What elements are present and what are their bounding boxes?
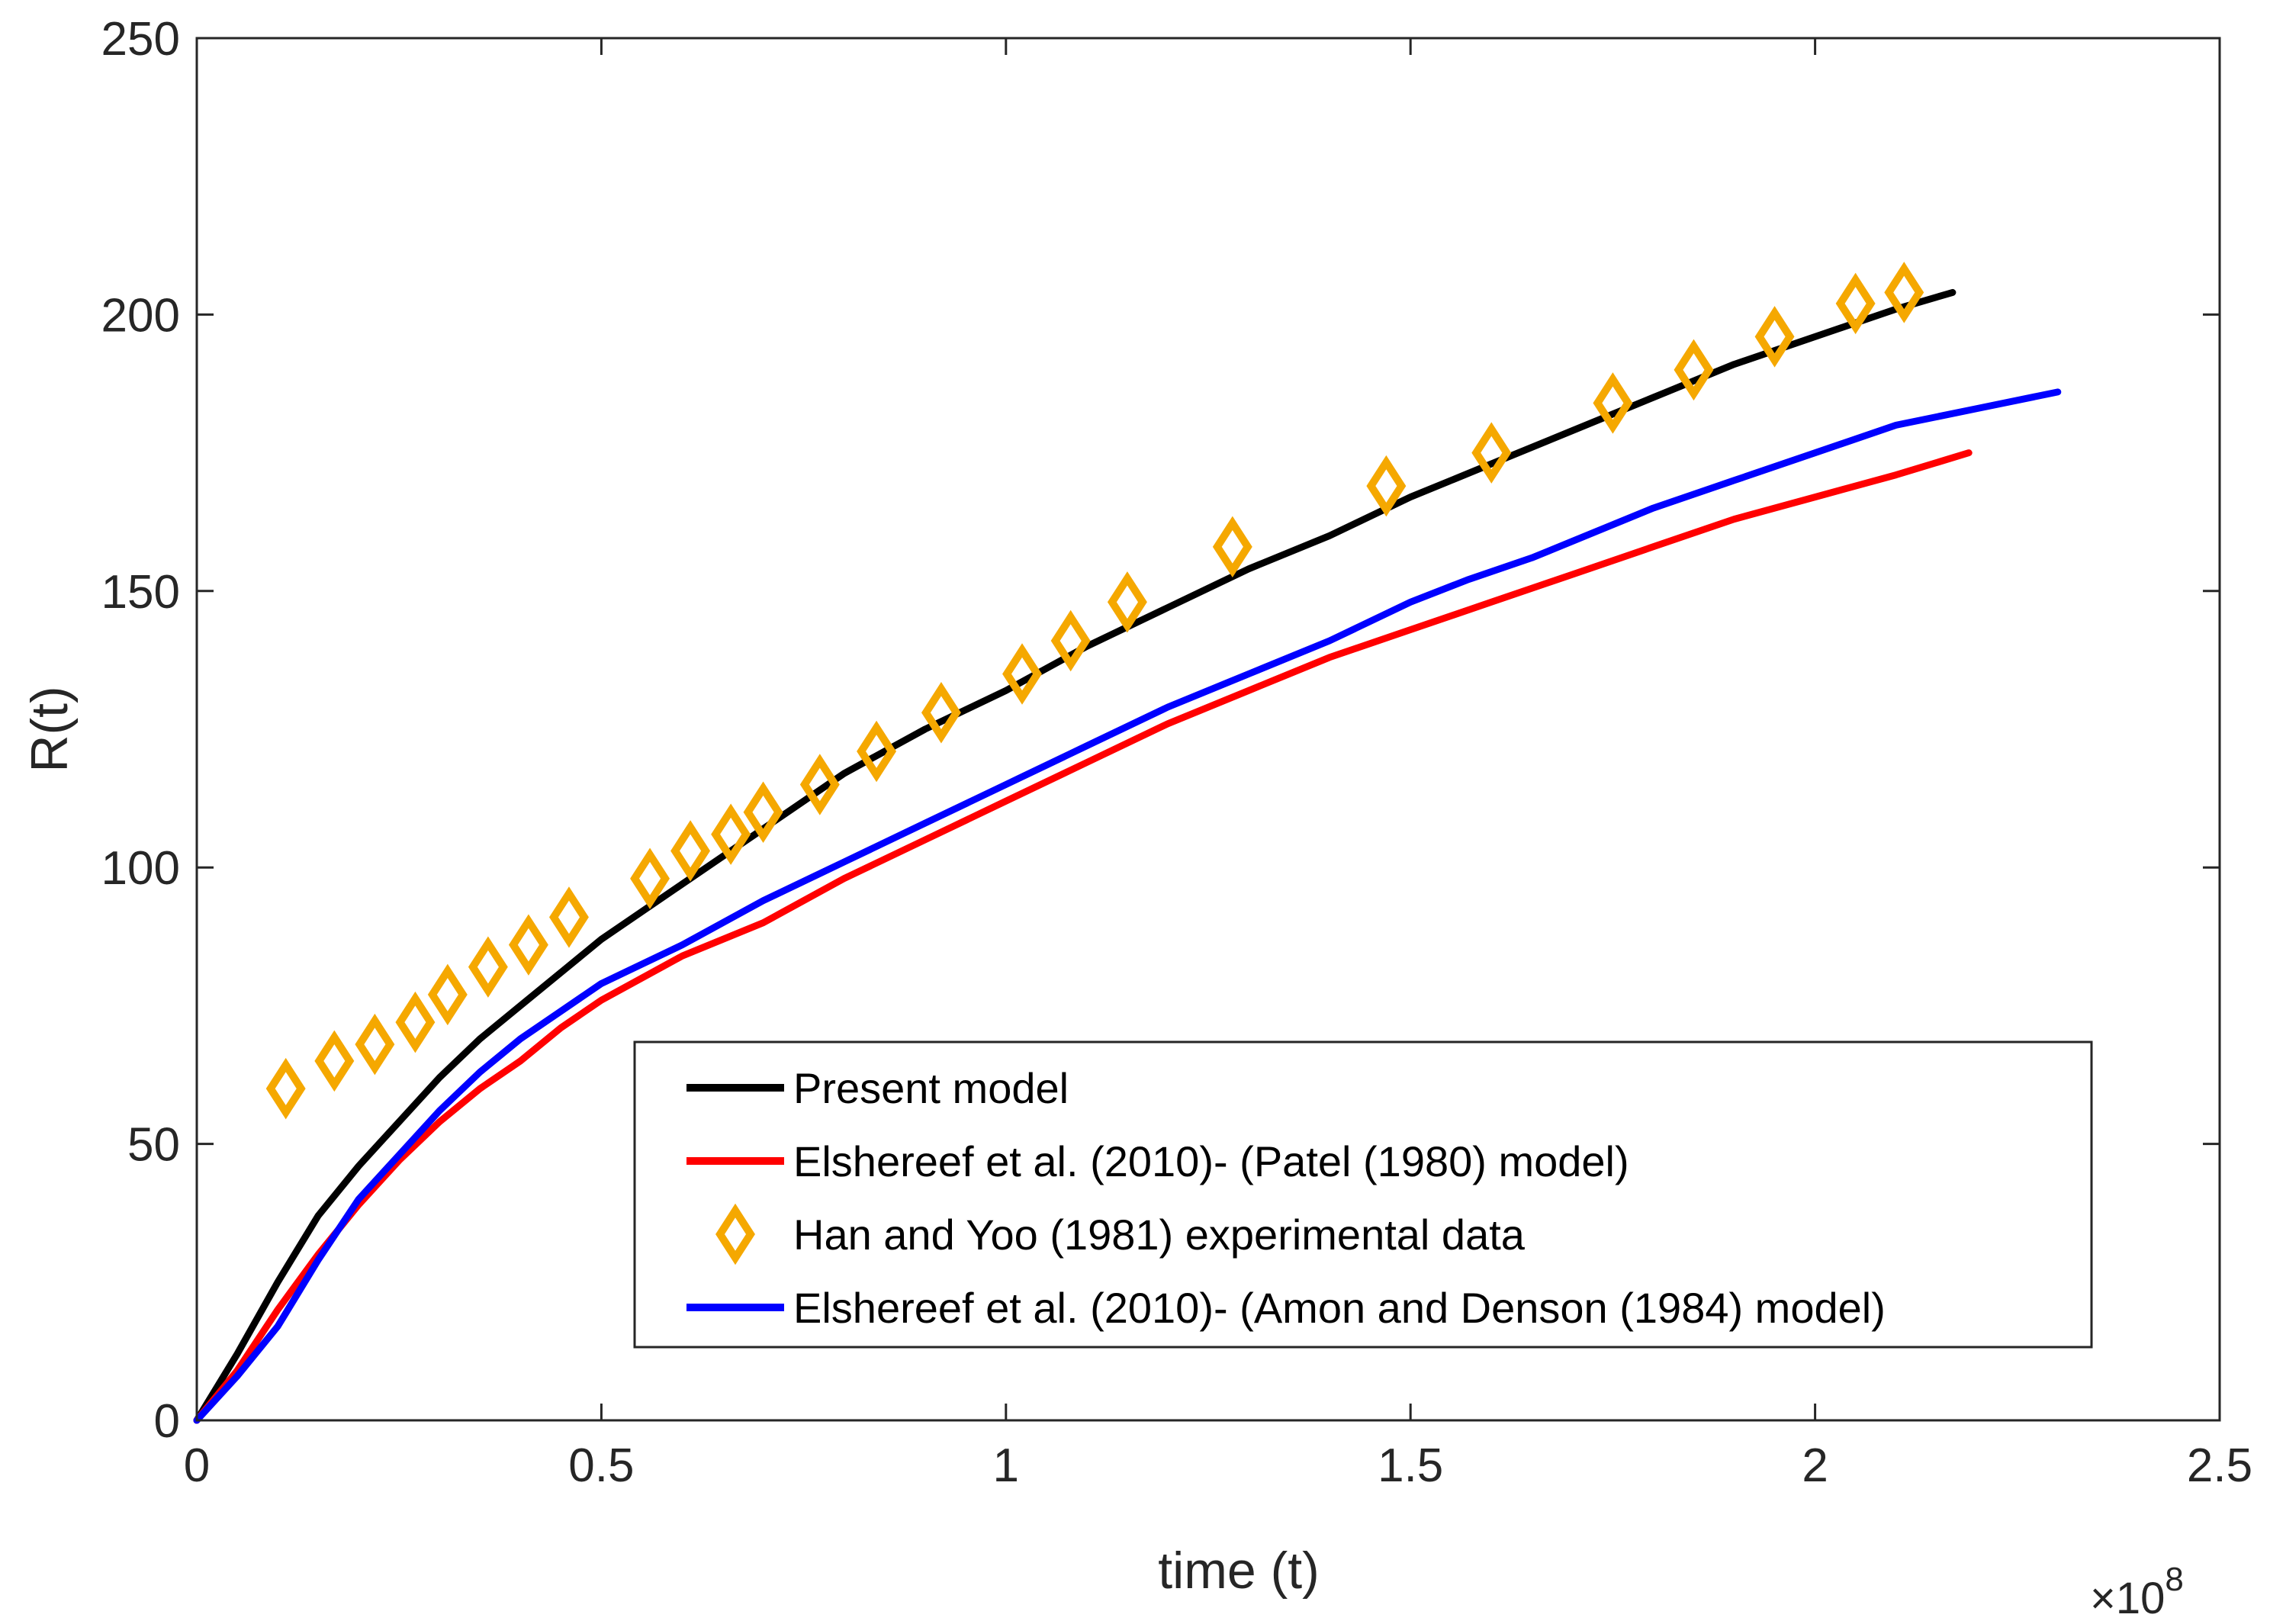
series-line — [193, 449, 1973, 1424]
x-tick-label: 2 — [1802, 1439, 1828, 1492]
legend-label: Han and Yoo (1981) experimental data — [793, 1211, 1526, 1259]
series-line — [193, 288, 1957, 1424]
series-0 — [193, 288, 1957, 1424]
series-line — [193, 388, 2062, 1424]
legend-swatch — [715, 1203, 755, 1265]
data-point — [1674, 339, 1714, 401]
x-tick-label: 1.5 — [1378, 1439, 1443, 1492]
data-point — [799, 754, 840, 815]
y-tick-label: 250 — [101, 13, 180, 66]
data-point — [1366, 455, 1407, 517]
legend-item-3: Elshereef et al. (2010)- (Amon and Denso… — [686, 1284, 1886, 1332]
data-point — [355, 1013, 395, 1076]
data-point — [549, 886, 589, 948]
data-point — [427, 963, 468, 1026]
legend: Present model Elshereef et al. (2010)- (P… — [633, 1040, 2093, 1349]
data-point — [395, 991, 436, 1053]
data-point — [857, 720, 897, 783]
legend-item-0: Present model — [686, 1064, 1069, 1112]
legend-label: Elshereef et al. (2010)- (Patel (1980) m… — [793, 1137, 1629, 1185]
data-point — [1471, 422, 1512, 484]
y-tick-label: 150 — [101, 566, 180, 619]
data-point — [508, 914, 548, 976]
y-axis-label: R(t) — [21, 686, 79, 772]
data-point — [1107, 571, 1147, 633]
data-point — [1593, 372, 1633, 434]
data-point — [1050, 609, 1091, 672]
axes-layer: 0 0.5 1 1.5 2 2.5 0 50 100 150 200 250 — [101, 13, 2253, 1492]
x-tick-label: 0.5 — [568, 1439, 634, 1492]
x-axis-exponent-base: ×10 — [2090, 1574, 2165, 1623]
legend-label: Elshereef et al. (2010)- (Amon and Denso… — [793, 1284, 1886, 1332]
x-tick-label: 0 — [184, 1439, 210, 1492]
series-2 — [265, 262, 1924, 1120]
data-point — [630, 847, 670, 909]
data-point — [1754, 306, 1795, 368]
x-axis-label: time (t) — [1158, 1542, 1320, 1600]
series-layer — [193, 262, 2062, 1424]
data-point — [1002, 643, 1042, 705]
y-tick-label: 100 — [101, 842, 180, 895]
data-point — [743, 781, 783, 843]
y-tick-label: 50 — [127, 1119, 180, 1172]
series-1 — [193, 449, 1973, 1424]
x-axis-exponent: ×108 — [2090, 1561, 2184, 1623]
data-point — [1835, 272, 1876, 335]
data-point — [314, 1030, 355, 1092]
data-point — [265, 1057, 306, 1120]
legend-item-2: Han and Yoo (1981) experimental data — [715, 1203, 1526, 1265]
y-tick-label: 0 — [154, 1395, 180, 1448]
data-point — [921, 682, 961, 744]
data-point — [468, 936, 508, 998]
legend-label: Present model — [793, 1064, 1069, 1112]
legend-item-1: Elshereef et al. (2010)- (Patel (1980) m… — [686, 1137, 1629, 1185]
y-tick-label: 200 — [101, 289, 180, 342]
x-tick-label: 1 — [993, 1439, 1019, 1492]
axes-box — [195, 37, 2221, 1422]
x-tick-label: 2.5 — [2187, 1439, 2252, 1492]
data-point — [1884, 262, 1924, 323]
data-point — [670, 820, 711, 882]
x-axis-exponent-power: 8 — [2165, 1561, 2183, 1598]
data-point — [1212, 516, 1252, 578]
series-3 — [193, 388, 2062, 1424]
legend-box — [633, 1040, 2093, 1349]
data-point — [711, 803, 751, 865]
